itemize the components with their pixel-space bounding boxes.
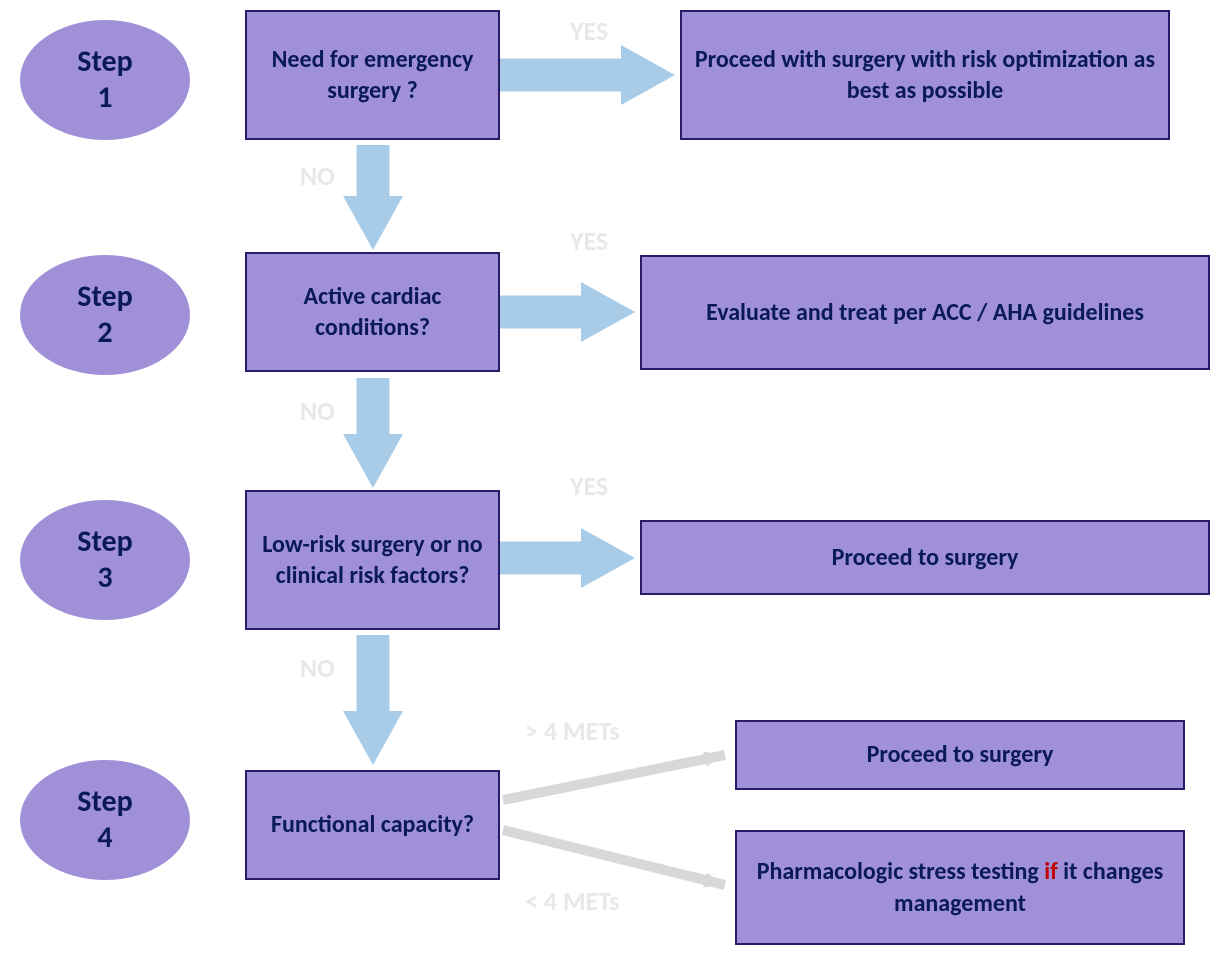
arrows-layer	[0, 0, 1229, 966]
